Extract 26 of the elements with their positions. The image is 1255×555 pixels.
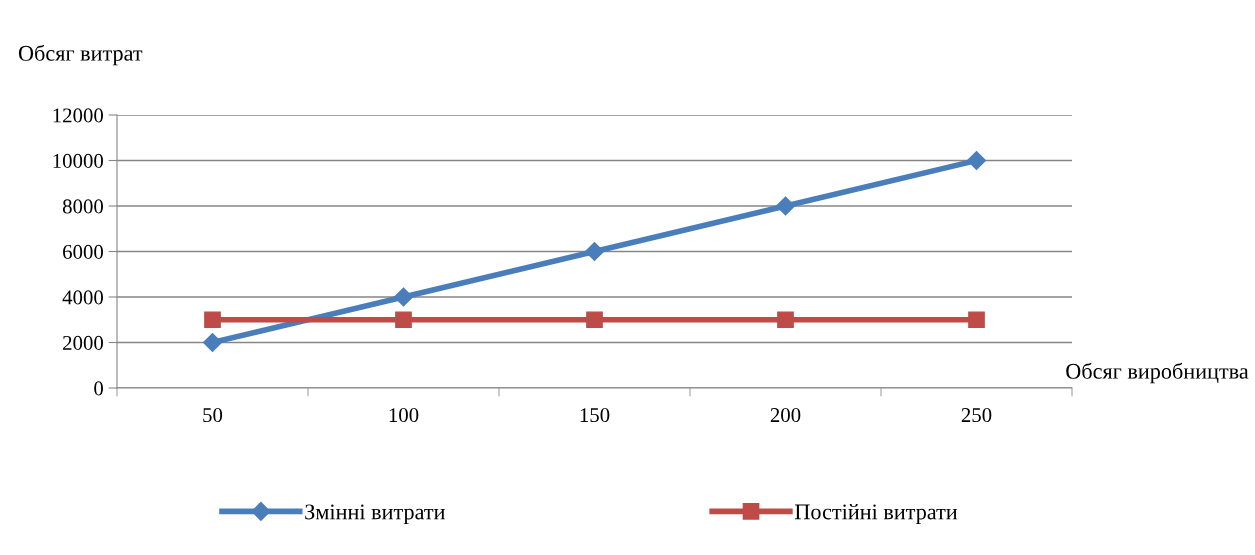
x-tick-label: 100 [389,408,419,423]
point [584,241,605,262]
y-tick-label: 8000 [62,199,104,214]
y-tick-label: 4000 [62,290,104,305]
y-tick-label: 0 [94,381,104,396]
legend-label: Постійні витрати [795,503,958,524]
x-tick-label: 150 [580,408,610,423]
y-tick-label: 2000 [63,335,104,350]
point [966,150,987,171]
y-axis-title: Обсяг витрат [18,44,143,66]
point [202,332,223,353]
point [393,287,414,307]
x-tick-label: 250 [961,408,992,423]
legend-label: Змінні витрати [305,504,445,524]
x-axis-title: Обсяг виробництва [1066,362,1249,384]
point [395,311,412,329]
point [777,311,794,329]
point [968,311,985,329]
y-tick-label: 10000 [53,153,104,168]
point [586,311,603,329]
x-tick-label: 50 [203,408,223,423]
point [775,196,796,216]
y-tick-label: 6000 [63,244,104,259]
x-tick-label: 200 [770,408,801,423]
y-tick-label: 12000 [53,108,104,123]
point [204,311,221,329]
